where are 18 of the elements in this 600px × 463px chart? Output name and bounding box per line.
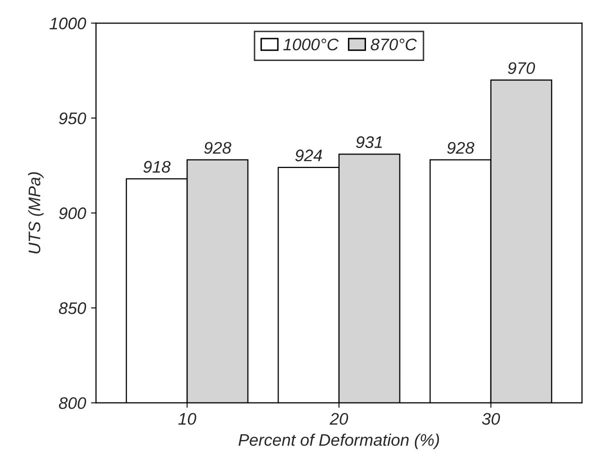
x-tick-label: 30 <box>482 412 500 425</box>
y-axis-title: UTS (MPa) <box>28 172 44 254</box>
data-label: 918 <box>143 160 171 173</box>
data-label: 928 <box>204 142 232 154</box>
data-label: 924 <box>295 150 322 162</box>
y-tick-label: 800 <box>58 397 86 410</box>
y-tick-label: 1000 <box>50 18 86 30</box>
y-tick-label: 950 <box>59 112 86 124</box>
data-label: 931 <box>356 136 382 148</box>
y-tick-label: 850 <box>58 302 86 314</box>
x-tick-label: 10 <box>178 412 196 425</box>
legend-label: 1000°C <box>283 38 339 50</box>
y-tick-label: 900 <box>59 207 86 220</box>
legend-label: 870°C <box>370 38 417 50</box>
x-axis-title: Percent of Deformation (%) <box>238 434 439 450</box>
data-label: 928 <box>447 142 474 154</box>
x-tick-label: 20 <box>330 412 348 425</box>
data-label: 970 <box>508 62 536 74</box>
